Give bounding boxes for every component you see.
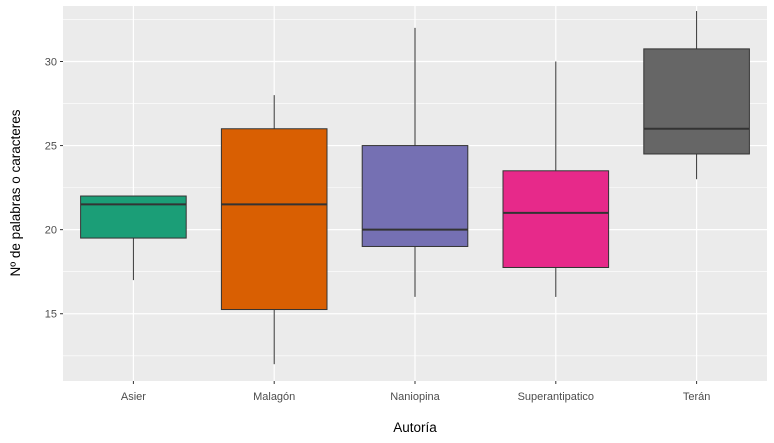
box-malagón	[220, 95, 328, 365]
y-axis-title: Nº de palabras o caracteres	[8, 109, 23, 276]
x-tick-label: Malagón	[253, 391, 295, 403]
y-axis-ticks: 15 20 25 30	[45, 56, 63, 321]
y-tick-label: 30	[45, 56, 57, 68]
box-body	[80, 195, 187, 239]
y-tick-label: 15	[45, 309, 57, 321]
box-asier	[80, 195, 187, 281]
box-naniopina	[361, 27, 469, 297]
x-tick-label: Terán	[683, 391, 711, 403]
y-tick-label: 25	[45, 141, 57, 153]
x-axis-ticks: Asier Malagón Naniopina Superantipatico Terá…	[121, 381, 710, 403]
x-tick-label: Asier	[121, 391, 146, 403]
box-body	[361, 145, 469, 247]
x-tick-label: Superantipatico	[518, 391, 594, 403]
x-axis-title: Autoría	[393, 420, 437, 435]
box-body	[643, 48, 750, 155]
box-superantipatico	[502, 61, 610, 297]
box-body	[502, 170, 610, 268]
box-terán	[643, 11, 750, 180]
boxes	[80, 11, 750, 365]
y-tick-label: 20	[45, 225, 57, 237]
x-tick-label: Naniopina	[390, 391, 440, 403]
box-body	[220, 128, 328, 311]
